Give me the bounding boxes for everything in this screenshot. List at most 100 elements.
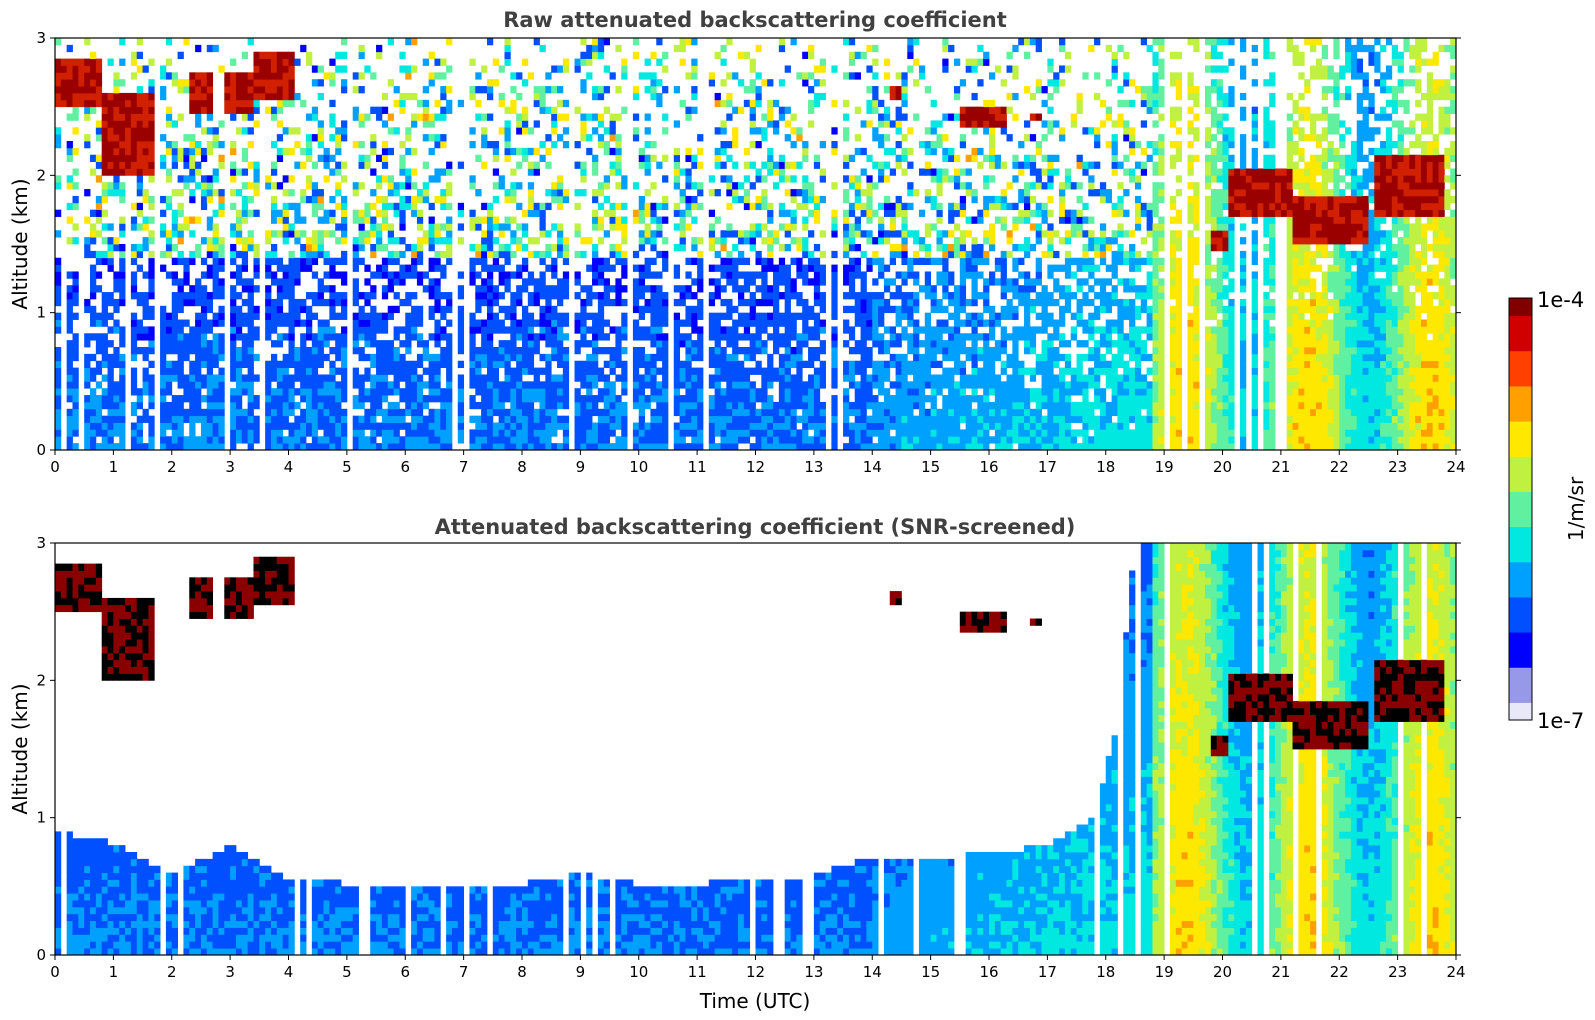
heatmap-cell: [178, 354, 184, 361]
heatmap-cell: [434, 258, 440, 265]
heatmap-cell: [78, 86, 84, 93]
heatmap-cell: [189, 388, 195, 395]
heatmap-cell: [440, 361, 446, 368]
heatmap-cell: [750, 306, 756, 313]
heatmap-cell: [148, 100, 154, 107]
heatmap-cell: [814, 217, 820, 224]
heatmap-cell: [925, 223, 931, 230]
heatmap-cell: [306, 182, 312, 189]
heatmap-cell: [446, 237, 452, 244]
heatmap-cell: [901, 230, 907, 237]
heatmap-cell: [312, 210, 318, 217]
panel-raw-plot-area: [55, 38, 1456, 450]
heatmap-cell: [575, 361, 581, 368]
heatmap-cell: [137, 86, 143, 93]
heatmap-cell: [189, 72, 195, 79]
heatmap-cell: [178, 368, 184, 375]
heatmap-cell: [522, 402, 528, 409]
heatmap-cell: [67, 429, 73, 436]
heatmap-cell: [522, 107, 528, 114]
heatmap-cell: [767, 409, 773, 416]
heatmap-cell: [907, 361, 913, 368]
heatmap-cell: [516, 402, 522, 409]
heatmap-cell: [376, 429, 382, 436]
heatmap-cell: [680, 100, 686, 107]
heatmap-cell: [896, 271, 902, 278]
heatmap-cell: [878, 423, 884, 430]
heatmap-cell: [119, 120, 125, 127]
heatmap-cell: [84, 72, 90, 79]
heatmap-cell: [779, 203, 785, 210]
heatmap-cell: [201, 285, 207, 292]
heatmap-cell: [90, 79, 96, 86]
heatmap-cell: [388, 402, 394, 409]
heatmap-cell: [715, 374, 721, 381]
heatmap-cell: [791, 189, 797, 196]
heatmap-cell: [394, 333, 400, 340]
heatmap-cell: [294, 271, 300, 278]
heatmap-cell: [195, 409, 201, 416]
heatmap-cell: [738, 395, 744, 402]
heatmap-cell: [884, 196, 890, 203]
heatmap-cell: [131, 381, 137, 388]
heatmap-cell: [633, 306, 639, 313]
heatmap-cell: [446, 100, 452, 107]
heatmap-cell: [621, 251, 627, 258]
heatmap-cell: [773, 313, 779, 320]
heatmap-cell: [201, 374, 207, 381]
heatmap-cell: [213, 271, 219, 278]
heatmap-cell: [324, 443, 330, 450]
heatmap-cell: [306, 313, 312, 320]
heatmap-cell: [102, 333, 108, 340]
heatmap-cell: [808, 354, 814, 361]
heatmap-cell: [791, 388, 797, 395]
heatmap-cell: [942, 148, 948, 155]
heatmap-cell: [884, 326, 890, 333]
heatmap-cell: [318, 340, 324, 347]
heatmap-cell: [341, 395, 347, 402]
heatmap-cell: [271, 251, 277, 258]
heatmap-cell: [493, 79, 499, 86]
heatmap-cell: [213, 381, 219, 388]
heatmap-cell: [656, 299, 662, 306]
heatmap-cell: [394, 182, 400, 189]
heatmap-cell: [353, 86, 359, 93]
heatmap-cell: [440, 196, 446, 203]
heatmap-cell: [329, 402, 335, 409]
heatmap-cell: [119, 354, 125, 361]
heatmap-cell: [364, 65, 370, 72]
heatmap-cell: [253, 79, 259, 86]
heatmap-cell: [236, 381, 242, 388]
heatmap-cell: [726, 72, 732, 79]
heatmap-cell: [143, 354, 149, 361]
heatmap-cell: [720, 100, 726, 107]
heatmap-cell: [761, 237, 767, 244]
heatmap-cell: [936, 217, 942, 224]
heatmap-cell: [516, 244, 522, 251]
heatmap-cell: [423, 86, 429, 93]
heatmap-cell: [213, 443, 219, 450]
heatmap-cell: [306, 374, 312, 381]
heatmap-cell: [248, 368, 254, 375]
heatmap-cell: [236, 436, 242, 443]
heatmap-cell: [102, 374, 108, 381]
heatmap-cell: [195, 72, 201, 79]
heatmap-cell: [615, 278, 621, 285]
heatmap-cell: [516, 292, 522, 299]
heatmap-cell: [423, 100, 429, 107]
heatmap-cell: [324, 271, 330, 278]
heatmap-cell: [831, 409, 837, 416]
heatmap-cell: [195, 100, 201, 107]
heatmap-cell: [773, 333, 779, 340]
heatmap-cell: [831, 265, 837, 272]
heatmap-cell: [907, 368, 913, 375]
heatmap-cell: [756, 436, 762, 443]
heatmap-cell: [195, 93, 201, 100]
heatmap-cell: [802, 175, 808, 182]
heatmap-cell: [160, 86, 166, 93]
heatmap-cell: [732, 285, 738, 292]
heatmap-cell: [878, 409, 884, 416]
heatmap-cell: [715, 443, 721, 450]
heatmap-cell: [861, 203, 867, 210]
heatmap-cell: [119, 59, 125, 66]
